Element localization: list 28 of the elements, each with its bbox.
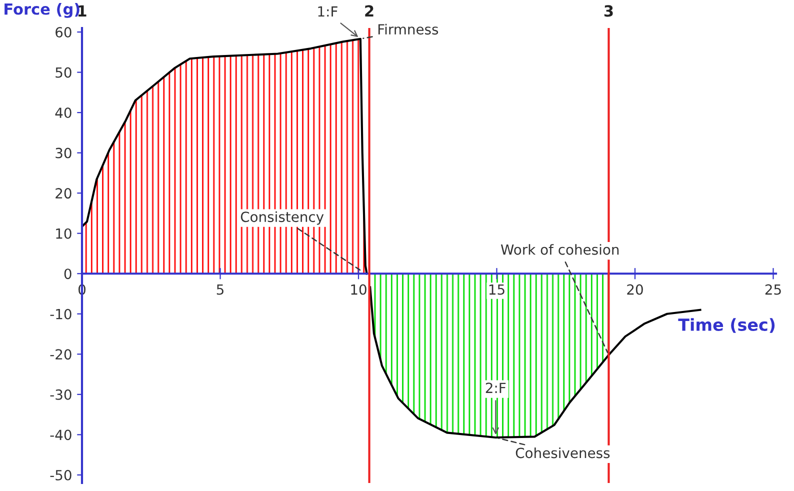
x-tick-label: 20 bbox=[627, 284, 643, 295]
annotation: 2:F bbox=[486, 382, 506, 393]
y-tick-label: 40 bbox=[55, 108, 72, 118]
annotation: Firmness bbox=[378, 24, 438, 35]
x-tick-label: 5 bbox=[216, 284, 224, 295]
y-tick-label: 60 bbox=[56, 26, 72, 38]
x-tick-label: 10 bbox=[351, 284, 366, 295]
annotation: Consistency bbox=[240, 211, 324, 225]
y-tick-label: 20 bbox=[56, 188, 72, 199]
y-axis-title: Force (g) bbox=[4, 3, 80, 18]
x-axis-title: Time (sec) bbox=[678, 318, 775, 333]
annotation: 1:F bbox=[318, 6, 338, 17]
y-tick-label: 10 bbox=[56, 228, 72, 239]
text: 1 bbox=[78, 5, 86, 16]
y-tick-label: -50 bbox=[50, 470, 72, 480]
y-tick-label: -40 bbox=[50, 430, 72, 440]
y-tick-label: 30 bbox=[56, 148, 72, 158]
y-tick-label: -20 bbox=[50, 349, 72, 360]
y-tick-label: -30 bbox=[50, 389, 72, 400]
y-tick-label: -10 bbox=[50, 308, 72, 320]
x-tick-label: 25 bbox=[765, 284, 781, 295]
annotation: Cohesiveness bbox=[516, 447, 610, 458]
y-tick-label: 50 bbox=[56, 67, 72, 78]
y-tick-label: 0 bbox=[64, 268, 72, 280]
x-tick-label: 15 bbox=[489, 284, 504, 295]
text: 3 bbox=[604, 5, 613, 17]
annotation: Work of cohesion bbox=[500, 244, 619, 255]
text: 2 bbox=[365, 5, 374, 16]
